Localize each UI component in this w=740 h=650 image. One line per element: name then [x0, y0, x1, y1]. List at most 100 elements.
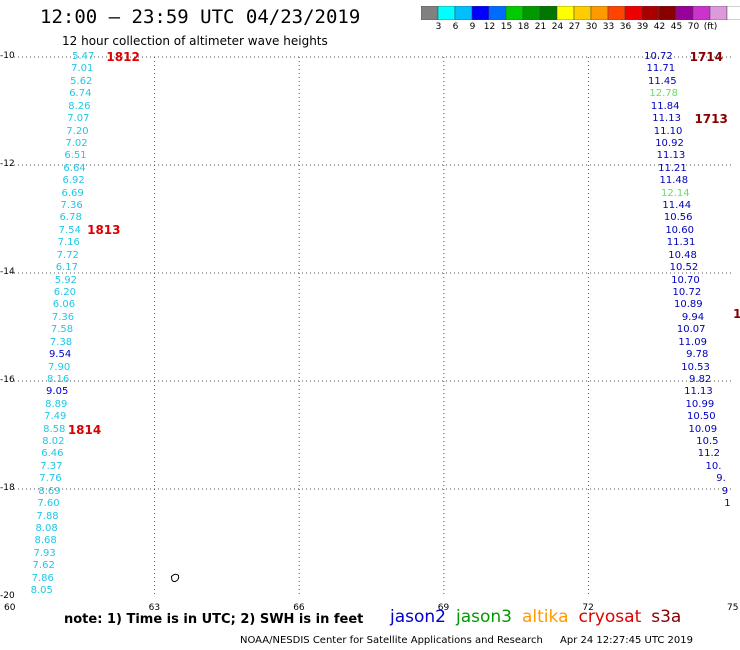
wave-height-value: 10.92 [655, 137, 684, 149]
footer-credit: NOAA/NESDIS Center for Satellite Applica… [240, 635, 543, 646]
wave-height-value: 7.38 [49, 336, 73, 348]
wave-height-value: 7.58 [50, 324, 74, 336]
wave-height-value: 6.20 [53, 286, 77, 298]
wave-height-value: 6.51 [64, 150, 87, 162]
wave-height-value: 11.13 [684, 386, 713, 398]
wave-height-value: 11.71 [646, 63, 676, 75]
latitude-label: -10 [0, 51, 15, 61]
color-scale-bar [421, 6, 740, 20]
satellite-legend: jason2 jason3 altika cryosat s3a [390, 607, 691, 627]
color-swatch [726, 6, 740, 20]
legend-entry-jason2: jason2 [390, 607, 446, 627]
wave-height-value: 6.74 [69, 88, 92, 100]
wave-height-value: 7.88 [36, 510, 59, 522]
color-scale-label: 36 [619, 22, 632, 32]
wave-height-value: 10.70 [671, 274, 700, 286]
color-scale-label: 33 [602, 22, 615, 32]
wave-height-value: 10.89 [673, 299, 703, 311]
longitude-label: 75 [727, 603, 739, 613]
footer: NOAA/NESDIS Center for Satellite Applica… [240, 635, 707, 646]
latitude-label: -14 [0, 267, 15, 277]
wave-height-value: 8.02 [42, 436, 65, 448]
wave-height-value: 7.36 [51, 311, 75, 323]
wave-height-value: 11.21 [658, 162, 687, 174]
wave-height-value: 6.78 [59, 212, 82, 224]
wave-height-value: 12.78 [649, 88, 679, 100]
wave-height-value: 10.56 [663, 212, 693, 224]
note-text: note: 1) Time is in UTC; 2) SWH is in fe… [64, 612, 364, 627]
wave-height-value: 10.53 [681, 361, 710, 373]
chart-subtitle: 12 hour collection of altimeter wave hei… [62, 34, 328, 48]
wave-height-value: 9.82 [689, 373, 712, 385]
legend-entry-cryosat: cryosat [578, 607, 642, 627]
longitude-label: 66 [293, 603, 305, 613]
wave-height-value: 7.60 [37, 498, 60, 510]
wave-height-value: 8.69 [38, 485, 61, 497]
color-scale-label: 15 [500, 22, 513, 32]
wave-height-value: 10.99 [685, 398, 715, 410]
longitude-label: 69 [437, 603, 450, 613]
legend-entry-jason3: jason3 [456, 607, 512, 627]
wave-height-value: 5.92 [54, 274, 77, 286]
legend-entry-s3a: s3a [651, 607, 682, 627]
wave-height-value: 7.54 [58, 224, 81, 236]
wave-height-value: 10.72 [672, 286, 702, 298]
color-scale-label: 70 [687, 22, 700, 32]
color-scale-label: 3 [435, 22, 442, 32]
color-scale-label: 39 [636, 22, 649, 32]
wave-height-value: 7.01 [71, 63, 94, 75]
color-scale-label: 9 [469, 22, 476, 32]
color-scale-label: 27 [568, 22, 581, 32]
pass-number-label: 1812 [106, 50, 140, 64]
wave-height-value: 9.94 [681, 311, 705, 323]
wave-height-value: 11.10 [653, 125, 683, 137]
wave-height-value: 1 [724, 498, 731, 510]
wave-height-value: 11.84 [650, 100, 680, 112]
wave-height-value: 9.78 [686, 349, 709, 361]
wave-height-value: 11.45 [647, 75, 677, 87]
wave-height-value: 8.08 [35, 522, 58, 534]
wave-height-value: 11.44 [662, 200, 692, 212]
wave-height-value: 8.89 [45, 398, 68, 410]
wave-height-value: 10.48 [668, 249, 697, 261]
footer-timestamp: Apr 24 12:27:45 UTC 2019 [560, 635, 693, 646]
wave-height-value: 8.68 [34, 535, 57, 547]
wave-height-value: 7.76 [39, 473, 62, 485]
color-scale-label: 24 [551, 22, 564, 32]
wave-height-value: 7.86 [31, 572, 54, 584]
color-scale-label: 21 [534, 22, 547, 32]
wave-height-value: 11.2 [697, 448, 720, 460]
wave-height-value: 6.46 [41, 448, 64, 460]
chart-title: 12:00 – 23:59 UTC 04/23/2019 [40, 6, 361, 28]
wave-height-value: 8.58 [43, 423, 66, 435]
wave-height-value: 10.52 [669, 262, 699, 274]
wave-height-value: 10.5 [696, 436, 719, 448]
wave-height-value: 11.31 [666, 237, 696, 249]
wave-height-value: 10.07 [676, 324, 706, 336]
wave-height-value: 11.48 [659, 175, 689, 187]
pass-number-label: 1713 [694, 112, 728, 127]
wave-height-value: 8.05 [30, 585, 53, 597]
pass-number-label: 1814 [67, 422, 102, 437]
wave-height-value: 11.13 [652, 113, 681, 125]
wave-height-value: 8.26 [68, 100, 91, 112]
wave-height-value: 9.54 [48, 349, 72, 361]
wave-height-value: 5.62 [70, 75, 93, 87]
wave-height-value: 6.92 [62, 175, 85, 187]
longitude-label: 63 [148, 603, 161, 613]
wave-height-value: 6.69 [61, 187, 84, 199]
longitude-label: 72 [582, 603, 594, 613]
wave-height-value: 9. [716, 473, 726, 485]
wave-height-value: 5.47 [72, 51, 95, 62]
latitude-label: -16 [0, 375, 15, 385]
wave-height-value: 11.13 [656, 150, 686, 162]
wave-height-value: 7.20 [66, 125, 89, 137]
color-scale-label: 45 [670, 22, 683, 32]
color-scale-label: 12 [483, 22, 496, 32]
color-scale-label: 30 [585, 22, 598, 32]
wave-height-value: 7.72 [56, 249, 79, 261]
longitude-label: 60 [4, 603, 16, 613]
latitude-label: -18 [0, 483, 15, 493]
pass-number-label: 17 [733, 306, 740, 321]
wave-height-value: 10. [705, 460, 722, 472]
